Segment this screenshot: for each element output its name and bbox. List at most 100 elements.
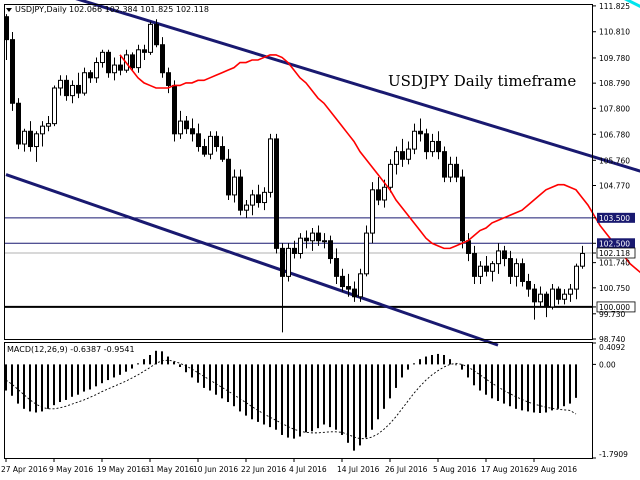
macd-bar	[395, 364, 397, 388]
macd-bar	[215, 364, 217, 395]
candle	[112, 57, 117, 81]
candle-body-down	[196, 133, 201, 148]
macd-signal	[5, 359, 577, 440]
macd-bar	[425, 356, 427, 365]
candle	[88, 70, 93, 83]
candle	[514, 258, 519, 287]
candle	[358, 268, 363, 302]
candle	[328, 235, 333, 264]
candle	[334, 248, 339, 285]
candle	[298, 233, 303, 259]
candle	[40, 121, 45, 147]
candle-body-up	[538, 293, 543, 303]
candle	[58, 75, 63, 96]
candle-body-up	[430, 140, 435, 153]
price-tick-label: 109.780	[599, 54, 630, 63]
ohlc-readout: 102.066 102.384 101.825 102.118	[69, 5, 209, 14]
candle-body-down	[502, 250, 507, 260]
candle	[190, 118, 195, 142]
time-tick-label: 27 Apr 2016	[1, 465, 48, 474]
macd-bar	[491, 364, 493, 399]
candle-body-up	[82, 72, 87, 94]
candle	[310, 228, 315, 251]
price-tag-label: 102.500	[599, 239, 630, 248]
macd-bar	[11, 364, 13, 396]
macd-axis: 0.4092 0.00 -1.7909	[593, 342, 628, 459]
macd-bar	[239, 364, 241, 412]
time-tick-label: 10 Jun 2016	[193, 465, 238, 474]
time-tick-label: 17 Aug 2016	[481, 465, 529, 474]
candle-body-down	[106, 51, 111, 74]
macd-bar	[185, 364, 187, 373]
candle-body-down	[88, 72, 93, 79]
candle-body-down	[214, 135, 219, 148]
candle-body-down	[226, 158, 231, 196]
macd-bar	[539, 364, 541, 414]
candle	[460, 169, 465, 249]
macd-bar	[461, 364, 463, 370]
macd-bar	[317, 364, 319, 429]
candle-body-down	[316, 232, 321, 242]
candle-body-down	[442, 151, 447, 178]
candle	[244, 200, 249, 218]
candle	[520, 258, 525, 287]
candle	[376, 177, 381, 206]
candle	[76, 72, 81, 99]
candle-body-down	[154, 23, 159, 46]
candle	[274, 133, 279, 254]
candle	[268, 133, 273, 198]
moving-average	[119, 54, 640, 274]
macd-bar	[353, 364, 355, 451]
macd-bar	[551, 364, 553, 411]
candle	[16, 98, 21, 150]
candle	[28, 121, 33, 152]
macd-bar	[257, 364, 259, 422]
macd-bar	[533, 364, 535, 413]
candle-body-down	[400, 151, 405, 160]
macd-bar	[203, 364, 205, 388]
macd-bar	[17, 364, 19, 404]
candle-body-down	[436, 140, 441, 153]
candle	[436, 131, 441, 160]
macd-bar	[497, 364, 499, 401]
macd-bar	[467, 364, 469, 378]
macd-bar	[155, 350, 157, 365]
cyan-trend-line	[624, 0, 640, 8]
candle	[232, 169, 237, 203]
candle-body-down	[334, 258, 339, 277]
candle	[346, 273, 351, 297]
macd-bar	[509, 364, 511, 407]
macd-bar	[371, 364, 373, 430]
candle-body-down	[472, 252, 477, 277]
macd-bar	[479, 364, 481, 391]
price-tag-label: 103.500	[599, 214, 630, 223]
candle-body-down	[526, 280, 531, 290]
time-tick-label: 29 Aug 2016	[529, 465, 577, 474]
macd-bar	[341, 364, 343, 435]
time-tick-label: 31 May 2016	[145, 465, 194, 474]
candle-body-up	[262, 191, 267, 204]
price-tag	[597, 212, 635, 223]
chart-header: USDJPY,Daily 102.066 102.384 101.825 102…	[6, 5, 209, 14]
macd-bar	[65, 364, 67, 400]
candle-body-up	[310, 232, 315, 242]
candle	[478, 261, 483, 285]
candle-body-down	[64, 79, 69, 97]
macd-bar	[23, 364, 25, 409]
price-tick-label: 99.730	[599, 310, 625, 319]
candle-body-up	[394, 151, 399, 165]
macd-pane-frame	[4, 342, 593, 459]
candle	[394, 146, 399, 175]
candle-body-down	[460, 176, 465, 242]
macd-bar	[527, 364, 529, 412]
trend-channel	[5, 0, 640, 347]
collapse-triangle-icon[interactable]	[6, 8, 12, 12]
candle	[250, 189, 255, 216]
macd-bar	[557, 364, 559, 409]
candle	[262, 187, 267, 211]
macd-bar	[485, 364, 487, 395]
macd-bar	[521, 364, 523, 411]
candle-body-up	[574, 265, 579, 290]
price-tick-label: 105.760	[599, 156, 630, 165]
macd-bar	[113, 364, 115, 378]
